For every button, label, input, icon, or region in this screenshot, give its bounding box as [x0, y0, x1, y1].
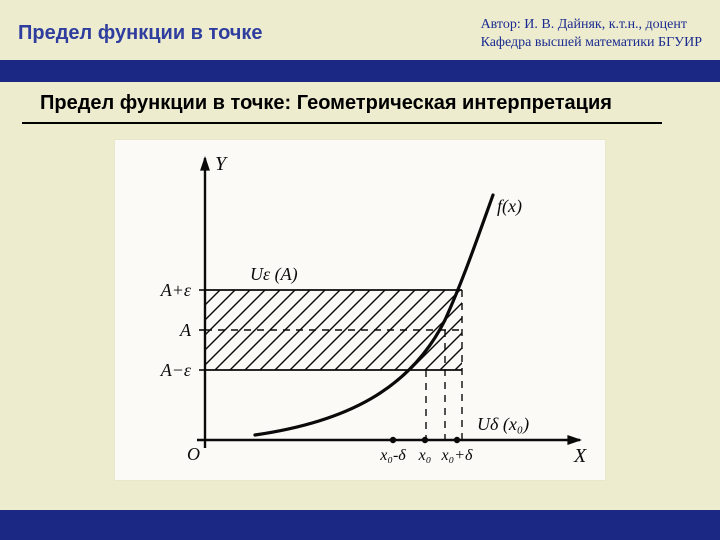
author-line-1: Автор: И. В. Дайняк, к.т.н., доцент	[481, 16, 702, 34]
header-bar	[0, 60, 720, 82]
footer-bar	[0, 510, 720, 540]
slide-title: Предел функции в точке	[18, 22, 263, 45]
svg-text:x₀+δ: x₀+δ	[441, 447, 473, 464]
author-line-2: Кафедра высшей математики БГУИР	[481, 34, 702, 52]
limit-diagram: Y X O A+ε A A−ε Uε (A) f(x) x₀-δ x₀ x₀+δUδ (x₀)	[115, 140, 605, 480]
slide-subtitle: Предел функции в точке: Геометрическая и…	[40, 92, 612, 115]
svg-text:O: O	[187, 444, 200, 464]
svg-text:x₀: x₀	[418, 447, 432, 464]
divider-rule	[22, 122, 662, 124]
svg-text:A−ε: A−ε	[160, 360, 192, 380]
svg-text:X: X	[573, 445, 587, 467]
author-block: Автор: И. В. Дайняк, к.т.н., доцент Кафе…	[481, 16, 702, 51]
svg-text:x₀-δ: x₀-δ	[379, 447, 406, 464]
svg-text:Y: Y	[215, 153, 228, 175]
svg-text:Uδ (x₀): Uδ (x₀)	[477, 414, 529, 435]
svg-text:Uε (A): Uε (A)	[250, 264, 298, 285]
svg-text:A+ε: A+ε	[160, 280, 192, 300]
svg-text:f(x): f(x)	[497, 196, 522, 217]
figure-container: Y X O A+ε A A−ε Uε (A) f(x) x₀-δ x₀ x₀+δUδ (x₀)	[115, 140, 605, 480]
svg-text:A: A	[179, 320, 192, 340]
